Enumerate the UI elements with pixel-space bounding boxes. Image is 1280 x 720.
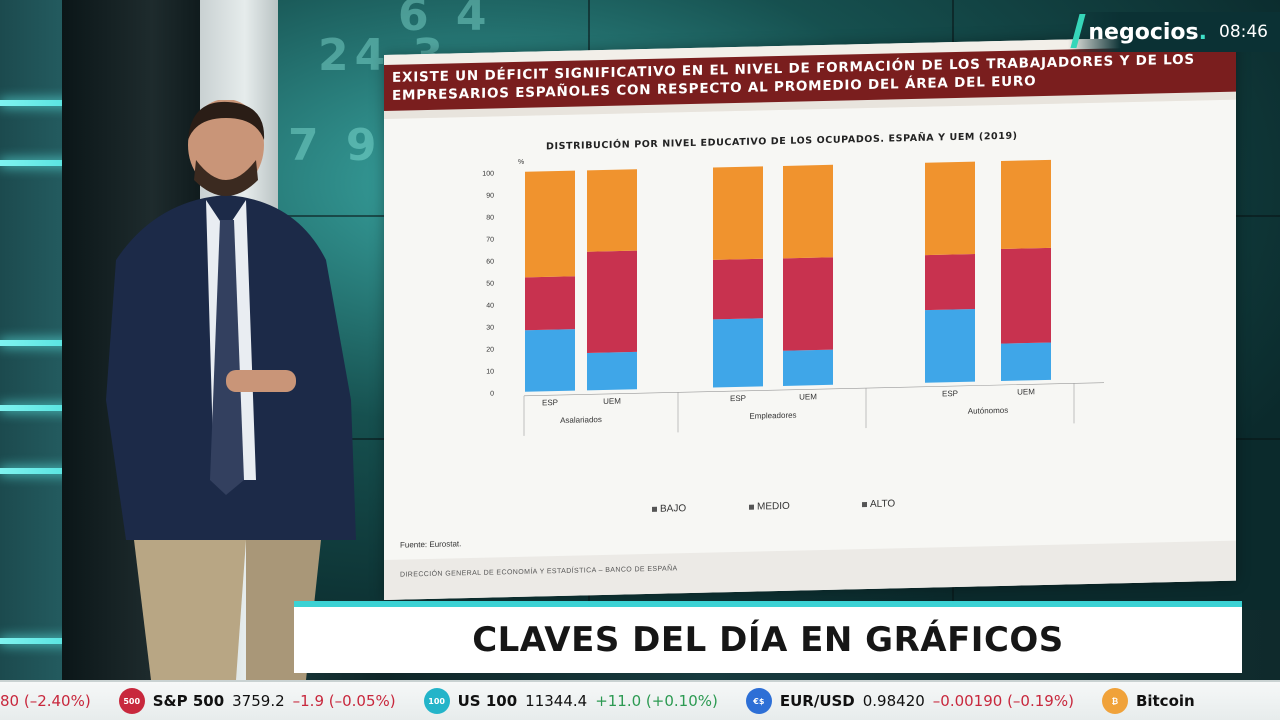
y-tick-label: 80 bbox=[486, 215, 494, 222]
ticker-name: S&P 500 bbox=[152, 692, 225, 710]
ticker-value: 11344.4 bbox=[525, 692, 588, 710]
ticker-item: €$ EUR/USD 0.98420 –0.00190 (–0.19%) bbox=[745, 688, 1074, 714]
channel-logo: negocios. 08:46 bbox=[1068, 12, 1280, 52]
y-tick-label: 20 bbox=[486, 347, 494, 354]
market-ticker: 80 (–2.40%) 500 S&P 500 3759.2 –1.9 (–0.05%)… bbox=[0, 680, 1280, 720]
slide-title-bar: EXISTE UN DÉFICIT SIGNIFICATIVO EN EL NI… bbox=[384, 45, 1236, 111]
bar-segment-alto bbox=[587, 169, 637, 252]
bar-segment-medio bbox=[925, 253, 975, 311]
legend-marker bbox=[862, 501, 867, 508]
legend-item-medio: MEDIO bbox=[749, 501, 790, 513]
bar-segment-medio bbox=[713, 258, 763, 320]
group-label: Empleadores bbox=[749, 411, 796, 421]
ticker-change: –0.00190 (–0.19%) bbox=[932, 692, 1074, 710]
slide-title: EXISTE UN DÉFICIT SIGNIFICATIVO EN EL NI… bbox=[392, 51, 1195, 104]
bar-segment-alto bbox=[525, 170, 575, 278]
y-tick-label: 30 bbox=[486, 325, 494, 332]
presentation-slide: EXISTE UN DÉFICIT SIGNIFICATIVO EN EL NI… bbox=[384, 35, 1236, 601]
channel-name-text: negocios bbox=[1088, 19, 1199, 45]
lower-third-title: CLAVES DEL DÍA EN GRÁFICOS bbox=[472, 620, 1064, 660]
presenter-hand bbox=[226, 370, 296, 392]
ticker-change: +11.0 (+0.10%) bbox=[595, 692, 718, 710]
bar-segment-bajo bbox=[587, 351, 637, 391]
x-tick-label: UEM bbox=[603, 397, 621, 406]
ticker-value: 3759.2 bbox=[232, 692, 285, 710]
legend-item-alto: ALTO bbox=[862, 498, 895, 510]
bar-segment-bajo bbox=[1001, 342, 1051, 381]
ticker-item: ₿ Bitcoin bbox=[1101, 688, 1195, 714]
legend-marker bbox=[652, 506, 657, 512]
legend-label: BAJO bbox=[660, 503, 687, 515]
ticker-name: US 100 bbox=[457, 692, 518, 710]
y-tick-label: 100 bbox=[482, 171, 494, 178]
presenter-beard bbox=[194, 160, 258, 196]
background-digits: 7 9 bbox=[288, 120, 383, 171]
presenter-trousers bbox=[134, 540, 246, 680]
channel-name: negocios. bbox=[1088, 20, 1207, 45]
y-tick-label: 0 bbox=[490, 391, 494, 398]
presenter-hair bbox=[188, 101, 265, 140]
ticker-change: 80 (–2.40%) bbox=[0, 692, 91, 710]
legend-label: MEDIO bbox=[757, 500, 790, 513]
bar-segment-alto bbox=[1001, 159, 1051, 249]
ticker-name: EUR/USD bbox=[779, 692, 855, 710]
group-label: Autónomos bbox=[968, 406, 1008, 416]
slide-footer-text: DIRECCIÓN GENERAL DE ECONOMÍA Y ESTADÍST… bbox=[400, 565, 678, 579]
ticker-change: –1.9 (–0.05%) bbox=[292, 692, 396, 710]
x-tick-label: ESP bbox=[542, 398, 558, 407]
bar-segment-alto bbox=[713, 166, 763, 260]
x-tick-label: UEM bbox=[799, 392, 817, 401]
ticker-symbol-icon: 500 bbox=[118, 688, 145, 714]
y-tick-label: 40 bbox=[486, 303, 494, 310]
ticker-symbol-icon: €$ bbox=[745, 688, 772, 714]
legend-item-bajo: BAJO bbox=[652, 503, 686, 515]
clock: 08:46 bbox=[1219, 22, 1268, 42]
presenter-head bbox=[188, 100, 264, 191]
y-tick-label: 90 bbox=[486, 193, 494, 200]
x-tick-label: ESP bbox=[730, 394, 746, 403]
bar-segment-bajo bbox=[783, 349, 833, 386]
y-unit-label: % bbox=[518, 159, 524, 166]
stacked-bar-chart: 0 10 20 30 40 50 60 70 80 90 100% ESP UEM ESP UEM ESP UE… bbox=[482, 159, 1104, 436]
legend-label: ALTO bbox=[870, 498, 896, 510]
bar-segment-medio bbox=[587, 250, 637, 353]
group-label: Asalariados bbox=[560, 415, 602, 425]
channel-name-dot: . bbox=[1198, 19, 1207, 45]
ticker-item: 500 S&P 500 3759.2 –1.9 (–0.05%) bbox=[118, 688, 396, 714]
presenter-tie bbox=[210, 220, 244, 495]
y-tick-label: 70 bbox=[486, 237, 494, 244]
lower-third-banner: CLAVES DEL DÍA EN GRÁFICOS bbox=[294, 601, 1242, 673]
bar-segment-bajo bbox=[525, 329, 575, 392]
bar-segment-medio bbox=[525, 276, 575, 331]
ticker-item: 100 US 100 11344.4 +11.0 (+0.10%) bbox=[423, 688, 718, 714]
bar-segment-bajo bbox=[713, 318, 763, 388]
y-tick-label: 60 bbox=[486, 259, 494, 266]
bar-segment-alto bbox=[783, 164, 833, 259]
x-tick-label: ESP bbox=[942, 389, 958, 398]
chart-source: Fuente: Eurostat. bbox=[400, 539, 462, 550]
bar-segment-medio bbox=[783, 257, 833, 351]
background-digits: 6 4 bbox=[398, 0, 493, 41]
ticker-symbol-icon: ₿ bbox=[1101, 688, 1128, 714]
presenter-figure bbox=[106, 100, 356, 680]
legend-marker bbox=[749, 504, 754, 510]
bar-segment-bajo bbox=[925, 308, 975, 383]
y-tick-label: 10 bbox=[486, 369, 494, 376]
x-tick-label: UEM bbox=[1017, 387, 1035, 396]
bar-segment-medio bbox=[1001, 247, 1051, 344]
bar-segment-alto bbox=[925, 161, 975, 256]
ticker-name: Bitcoin bbox=[1135, 692, 1195, 710]
x-axis-line bbox=[524, 382, 1104, 397]
y-tick-label: 50 bbox=[486, 281, 494, 288]
ticker-symbol-icon: 100 bbox=[423, 688, 450, 714]
ticker-item: 80 (–2.40%) bbox=[0, 692, 91, 710]
ticker-value: 0.98420 bbox=[862, 692, 925, 710]
